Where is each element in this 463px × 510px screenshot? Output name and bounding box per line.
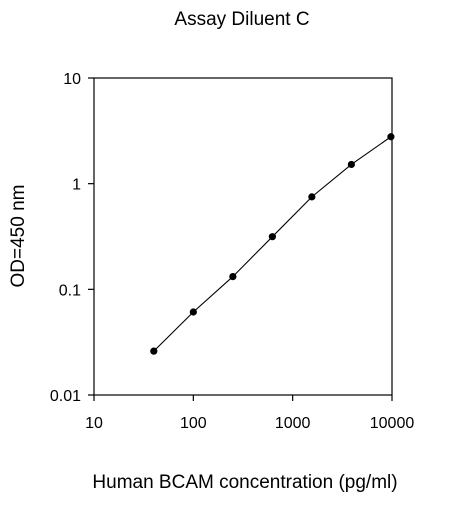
x-tick-label: 1000: [275, 415, 311, 432]
data-point: [308, 193, 316, 201]
y-axis-ticks: 0.01 0.1 1 10: [50, 71, 94, 405]
data-point: [347, 160, 355, 169]
x-axis-ticks: 10 100 1000 10000: [85, 395, 414, 432]
data-point: [229, 272, 237, 281]
data-point: [189, 308, 197, 316]
x-tick-label: 100: [180, 415, 207, 432]
data-point: [268, 233, 276, 241]
chart-title: Assay Diluent C: [174, 9, 309, 30]
series-line: [153, 136, 392, 352]
data-point: [387, 133, 395, 141]
x-tick-label: 10: [85, 415, 103, 432]
series-layer: [150, 133, 395, 355]
x-axis-label: Human BCAM concentration (pg/ml): [92, 472, 397, 493]
y-tick-label: 0.1: [59, 282, 81, 299]
y-tick-label: 1: [72, 177, 81, 194]
y-tick-label: 10: [63, 71, 81, 88]
data-point: [150, 347, 158, 355]
plot-frame: [93, 77, 393, 396]
y-axis-label: OD=450 nm: [8, 185, 29, 288]
y-tick-label: 0.01: [50, 388, 81, 405]
x-tick-label: 10000: [370, 415, 415, 432]
